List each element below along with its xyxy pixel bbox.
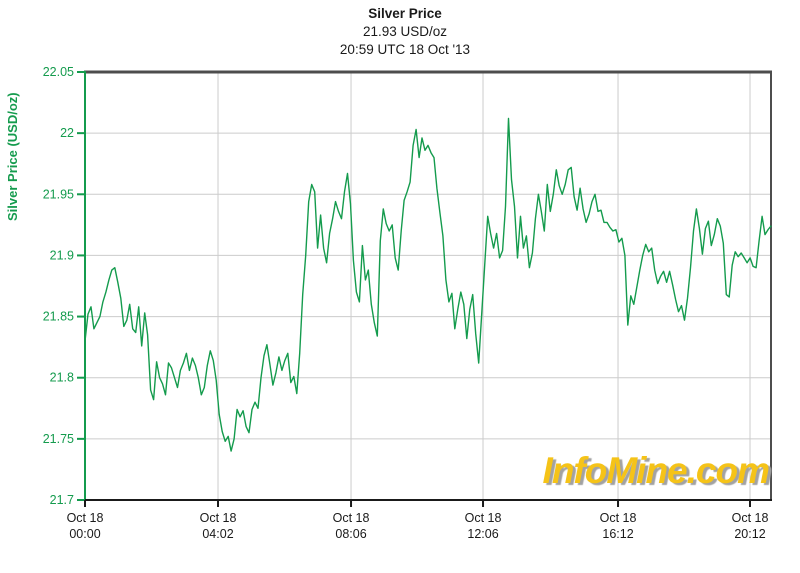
y-tick-label: 21.7 (50, 493, 74, 507)
x-tick-label: Oct 18 04:02 (200, 511, 237, 541)
chart-title: Silver Price (368, 6, 442, 21)
y-tick-label: 21.85 (43, 310, 74, 324)
infomine-watermark: InfoMine.com (542, 450, 770, 491)
y-tick-label: 22 (60, 126, 74, 140)
x-tick-label: Oct 18 20:12 (732, 511, 769, 541)
y-tick-label: 21.8 (50, 371, 74, 385)
current-price-label: 21.93 USD/oz (362, 24, 448, 39)
y-axis-title: Silver Price (USD/oz) (5, 92, 20, 222)
x-tick-label: Oct 18 00:00 (67, 511, 104, 541)
timestamp-label: 20:59 UTC 18 Oct '13 (339, 42, 471, 57)
x-tick-label: Oct 18 16:12 (600, 511, 637, 541)
x-tick-label: Oct 18 12:06 (465, 511, 502, 541)
y-tick-label: 21.9 (50, 248, 74, 262)
chart-title-block: Silver Price 21.93 USD/oz 20:59 UTC 18 O… (85, 5, 725, 59)
y-tick-label: 21.95 (43, 187, 74, 201)
y-tick-label: 22.05 (43, 65, 74, 79)
price-line (84, 117, 772, 452)
y-tick-label: 21.75 (43, 432, 74, 446)
x-tick-label: Oct 18 08:06 (333, 511, 370, 541)
